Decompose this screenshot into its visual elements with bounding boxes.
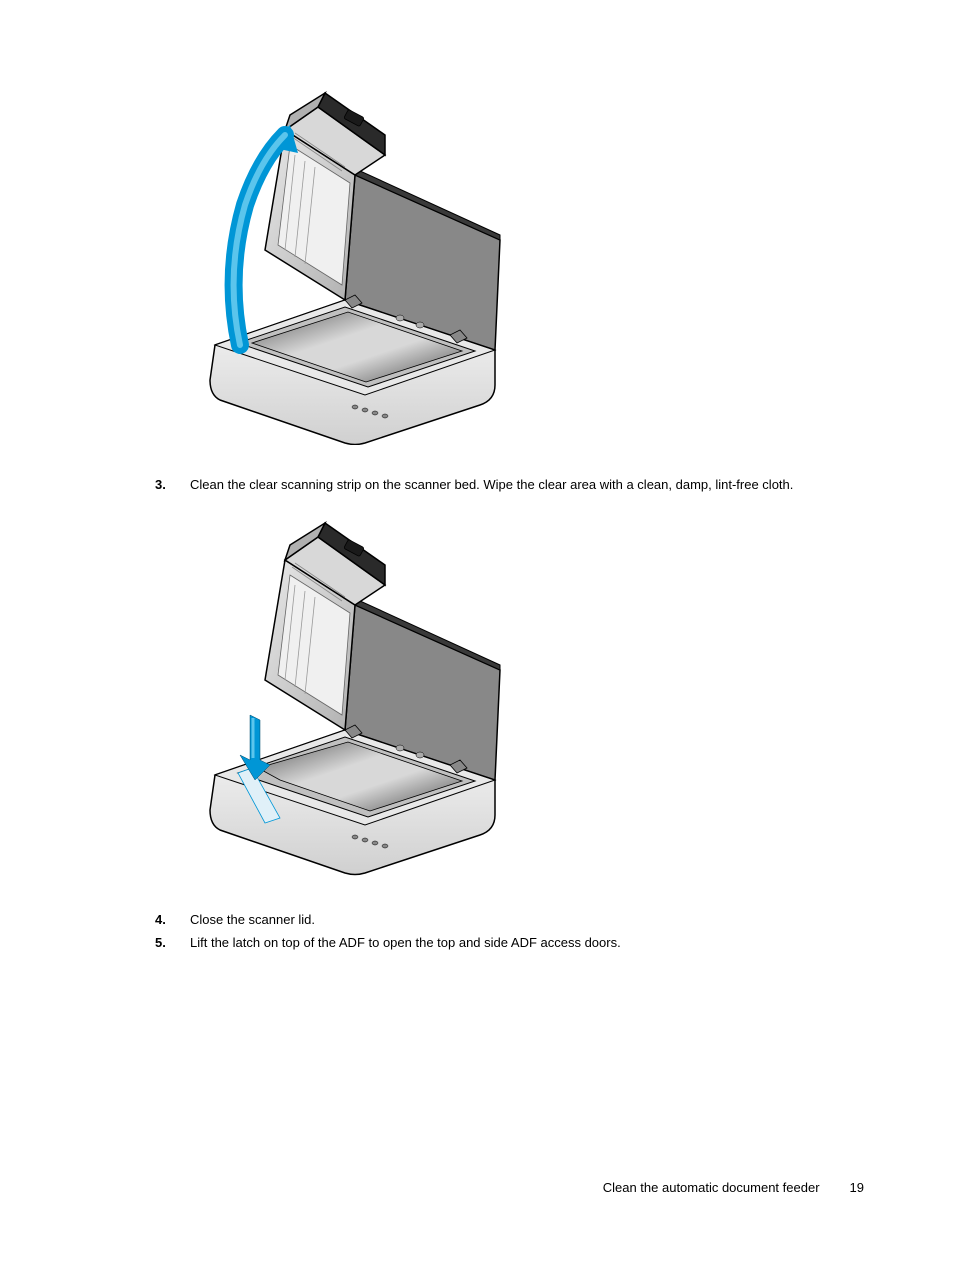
step-5-text: Lift the latch on top of the ADF to open… bbox=[190, 933, 864, 953]
scanner-illustration-2 bbox=[190, 520, 510, 880]
step-5: 5. Lift the latch on top of the ADF to o… bbox=[155, 933, 864, 953]
step-3-number: 3. bbox=[155, 475, 190, 495]
step-4-number: 4. bbox=[155, 910, 190, 930]
scanner-illustration-1 bbox=[190, 75, 510, 445]
step-3-text: Clean the clear scanning strip on the sc… bbox=[190, 475, 864, 495]
page-footer: Clean the automatic document feeder 19 bbox=[603, 1180, 864, 1195]
step-4: 4. Close the scanner lid. bbox=[155, 910, 864, 930]
step-4-text: Close the scanner lid. bbox=[190, 910, 864, 930]
step-5-number: 5. bbox=[155, 933, 190, 953]
step-3: 3. Clean the clear scanning strip on the… bbox=[155, 475, 864, 495]
footer-section-title: Clean the automatic document feeder bbox=[603, 1180, 820, 1195]
footer-page-number: 19 bbox=[850, 1180, 864, 1195]
